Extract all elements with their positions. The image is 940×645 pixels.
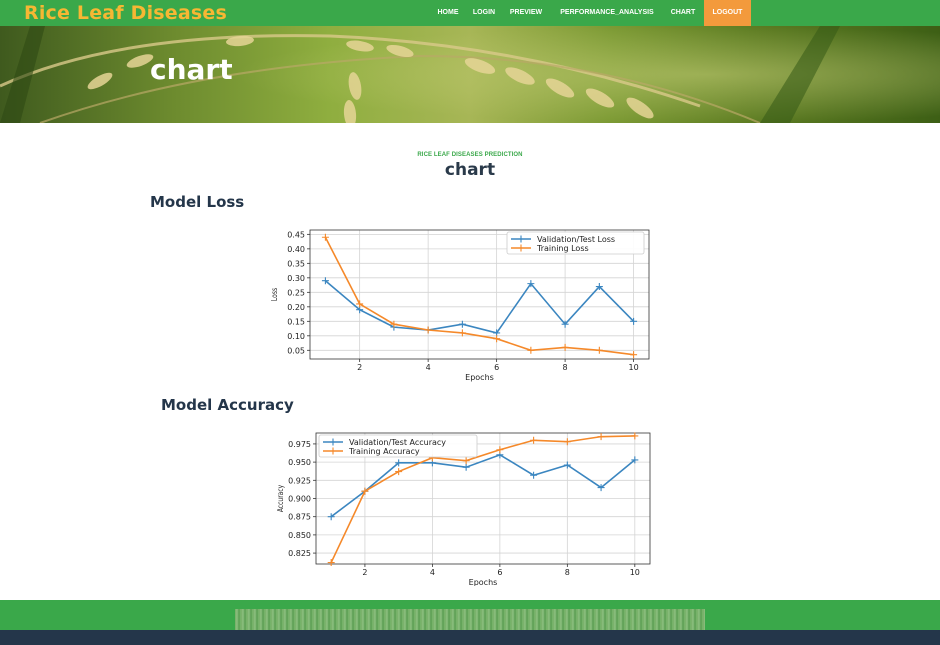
loss-data-point xyxy=(458,329,466,337)
acc-series-line-training xyxy=(330,435,635,563)
acc-y-tick-label: 0.875 xyxy=(288,513,311,522)
loss-data-point xyxy=(527,280,535,288)
acc-data-point xyxy=(597,433,605,441)
acc-data-point xyxy=(597,484,605,492)
brand-logo[interactable]: Rice Leaf Diseases xyxy=(24,2,228,24)
loss-data-point xyxy=(390,320,398,328)
loss-data-point xyxy=(321,277,329,285)
loss-y-tick-label: 0.45 xyxy=(287,230,305,239)
loss-y-tick-label: 0.10 xyxy=(287,332,305,341)
acc-data-point xyxy=(496,446,504,454)
acc-series-line-validation xyxy=(330,453,636,518)
model-loss-heading: Model Loss xyxy=(150,193,245,211)
acc-x-tick-label: 10 xyxy=(630,568,640,577)
loss-data-point xyxy=(424,326,432,334)
footer-grass-image xyxy=(235,609,705,630)
loss-series-line-validation xyxy=(324,280,635,334)
acc-legend-marker xyxy=(329,438,337,446)
loss-data-point xyxy=(493,335,501,343)
loss-data-point xyxy=(321,233,329,241)
acc-data-point xyxy=(530,471,538,479)
acc-y-tick-label: 0.975 xyxy=(288,440,311,449)
acc-y-axis-label: Accuracy xyxy=(275,485,285,512)
acc-y-tick-label: 0.925 xyxy=(288,476,311,485)
hero-banner: chart xyxy=(0,26,940,123)
loss-x-tick-label: 10 xyxy=(628,363,638,372)
loss-legend-label: Training Loss xyxy=(536,244,589,253)
model-accuracy-chart: 2 4 6 8 10 0.825 0.850 0.875 0.900 0.925 0.950 0.97… xyxy=(275,432,651,586)
hero-title: chart xyxy=(150,53,233,86)
section-eyebrow: RICE LEAF DISEASES PREDICTION xyxy=(417,152,523,158)
acc-data-point xyxy=(395,459,403,467)
footer-bar xyxy=(0,630,940,645)
loss-data-point xyxy=(595,346,603,354)
loss-y-tick-label: 0.05 xyxy=(287,346,305,355)
acc-data-point xyxy=(462,463,470,471)
loss-x-tick-label: 4 xyxy=(426,363,431,372)
loss-y-tick-label: 0.40 xyxy=(287,245,305,254)
loss-legend-box xyxy=(506,231,645,255)
loss-y-tick-label: 0.20 xyxy=(287,303,305,312)
hero-background-image xyxy=(0,26,940,123)
loss-data-point xyxy=(561,320,569,328)
acc-y-tick-label: 0.850 xyxy=(288,531,311,540)
model-accuracy-heading: Model Accuracy xyxy=(161,396,294,414)
nav-preview[interactable]: PREVIEW xyxy=(509,9,543,16)
acc-data-point xyxy=(563,461,571,469)
nav-login[interactable]: LOGIN xyxy=(472,9,496,16)
nav-home[interactable]: HOME xyxy=(437,9,459,16)
acc-y-tick-label: 0.900 xyxy=(288,495,311,504)
acc-y-tick-label: 0.825 xyxy=(288,549,311,558)
loss-data-point xyxy=(561,343,569,351)
acc-data-point xyxy=(462,457,470,465)
acc-data-point xyxy=(631,456,639,464)
nav-performance-analysis[interactable]: PERFORMANCE_ANALYSIS xyxy=(560,9,654,16)
loss-y-tick-label: 0.30 xyxy=(287,274,305,283)
loss-y-tick-label: 0.35 xyxy=(287,259,305,268)
navbar: Rice Leaf Diseases HOME LOGIN PREVIEW PE… xyxy=(0,0,940,26)
acc-data-point xyxy=(530,436,538,444)
acc-data-point xyxy=(395,468,403,476)
acc-x-tick-label: 6 xyxy=(497,568,502,577)
loss-data-point xyxy=(595,283,603,291)
nav-logout[interactable]: LOGOUT xyxy=(704,0,751,26)
model-loss-chart: 2 4 6 8 10 0.05 0.10 0.15 0.20 0.25 0.30 0.35 0.40 0.… xyxy=(269,229,650,382)
page-title: chart xyxy=(444,160,496,180)
loss-data-point xyxy=(630,351,638,359)
acc-legend-label: Training Accuracy xyxy=(348,447,420,456)
acc-data-point xyxy=(563,438,571,446)
loss-data-point xyxy=(527,346,535,354)
acc-data-point xyxy=(327,559,335,567)
loss-series-line-training xyxy=(324,236,634,356)
acc-data-point xyxy=(361,487,369,495)
loss-x-tick-label: 2 xyxy=(357,363,362,372)
acc-y-tick-label: 0.950 xyxy=(288,458,311,467)
loss-legend-marker xyxy=(517,244,525,252)
acc-x-tick-label: 2 xyxy=(362,568,367,577)
acc-data-point xyxy=(631,432,639,440)
acc-x-axis-label: Epochs xyxy=(469,578,498,586)
loss-y-tick-label: 0.15 xyxy=(287,317,305,326)
loss-x-tick-label: 6 xyxy=(494,363,499,372)
loss-data-point xyxy=(630,317,638,325)
loss-y-tick-label: 0.25 xyxy=(287,288,305,297)
loss-plot-frame xyxy=(309,229,650,360)
acc-data-point xyxy=(327,513,335,521)
loss-x-tick-label: 8 xyxy=(563,363,568,372)
loss-data-point xyxy=(458,320,466,328)
acc-x-tick-label: 4 xyxy=(430,568,435,577)
loss-y-axis-label: Loss xyxy=(269,288,279,301)
loss-legend-label: Validation/Test Loss xyxy=(537,235,615,244)
footer-banner xyxy=(0,600,940,630)
loss-x-axis-label: Epochs xyxy=(465,373,494,382)
nav-chart[interactable]: CHART xyxy=(670,9,696,16)
acc-legend-marker xyxy=(329,447,337,455)
acc-x-tick-label: 8 xyxy=(565,568,570,577)
acc-legend-box xyxy=(318,434,478,458)
loss-legend-marker xyxy=(517,235,525,243)
acc-legend-label: Validation/Test Accuracy xyxy=(349,438,446,447)
loss-data-point xyxy=(356,300,364,308)
